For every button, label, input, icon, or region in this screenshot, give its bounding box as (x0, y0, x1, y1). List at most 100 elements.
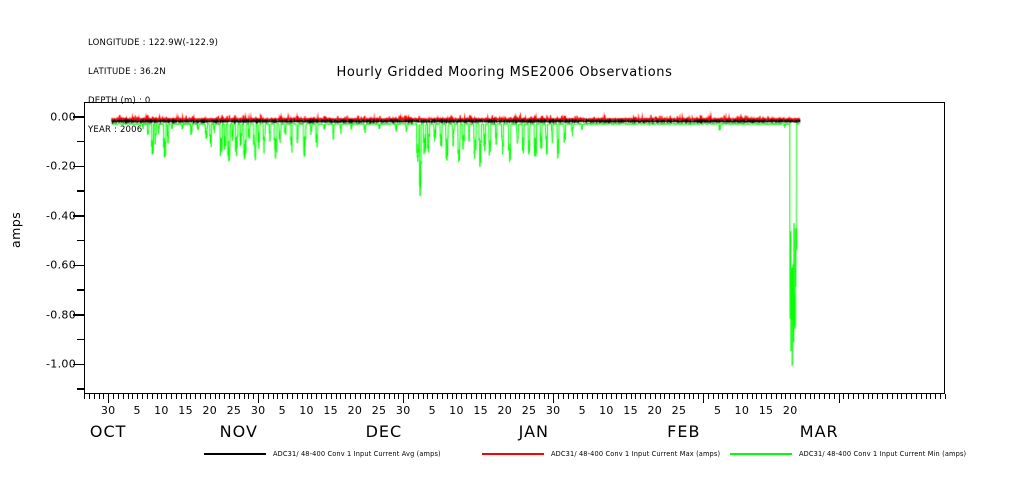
x-tick-minor (214, 394, 216, 399)
x-tick-minor (785, 394, 787, 399)
x-tick-minor (470, 394, 472, 399)
x-month-label: MAR (799, 422, 839, 441)
x-tick-minor (325, 394, 327, 399)
x-tick-minor (862, 394, 864, 399)
x-tick-minor (408, 394, 410, 399)
x-tick-minor (132, 394, 134, 399)
x-tick-minor (88, 394, 90, 399)
x-tick-minor (795, 394, 797, 399)
x-tick-minor (504, 394, 506, 399)
x-tick-minor (98, 394, 100, 399)
x-tick-minor (867, 394, 869, 399)
x-tick-minor (364, 394, 366, 399)
chart-title: Hourly Gridded Mooring MSE2006 Observati… (336, 65, 673, 80)
legend-entry: ADC31/ 48-400 Conv 1 Input Current Min (… (730, 450, 966, 458)
x-tick-minor (321, 394, 323, 399)
x-tick-minor (843, 394, 845, 399)
x-tick-minor (175, 394, 177, 399)
x-tick-minor (664, 394, 666, 399)
x-tick-minor (427, 394, 429, 399)
x-tick-minor (485, 394, 487, 399)
x-tick-minor (819, 394, 821, 399)
x-tick-minor (896, 394, 898, 399)
x-tick-minor (224, 394, 226, 399)
x-tick-minor (190, 394, 192, 399)
x-tick-minor (577, 394, 579, 399)
x-tick-minor (151, 394, 153, 399)
legend-entry: ADC31/ 48-400 Conv 1 Input Current Max (… (482, 450, 720, 458)
x-tick-minor (698, 394, 700, 399)
x-tick-minor (432, 394, 434, 399)
x-tick-minor (538, 394, 540, 399)
x-tick-minor (935, 394, 937, 399)
x-tick-minor (161, 394, 163, 399)
x-month-label: FEB (667, 422, 701, 441)
x-tick-minor (306, 394, 308, 399)
y-axis-title: amps (8, 211, 23, 248)
legend-label: ADC31/ 48-400 Conv 1 Input Current Min (… (799, 450, 967, 458)
x-tick-minor (940, 394, 942, 399)
x-tick-label: 20 (647, 404, 663, 417)
x-tick-minor (388, 394, 390, 399)
x-tick-major (108, 394, 110, 403)
x-tick-minor (524, 394, 526, 399)
x-tick-minor (354, 394, 356, 399)
x-tick-minor (707, 394, 709, 399)
x-month-label: DEC (365, 422, 403, 441)
x-tick-minor (722, 394, 724, 399)
y-tick-label: 0.00 (50, 110, 76, 124)
x-tick-minor (630, 394, 632, 399)
x-tick-minor (146, 394, 148, 399)
x-tick-minor (756, 394, 758, 399)
x-tick-minor (737, 394, 738, 399)
x-tick-minor (350, 394, 352, 399)
y-tick-mark (77, 239, 84, 242)
x-tick-minor (277, 394, 279, 399)
x-tick-minor (891, 394, 893, 399)
x-tick-minor (335, 394, 337, 399)
x-tick-minor (437, 394, 439, 399)
x-tick-minor (925, 394, 927, 399)
x-tick-minor (383, 394, 385, 399)
x-tick-minor (591, 394, 593, 399)
x-tick-minor (886, 394, 888, 399)
y-tick-mark (73, 314, 84, 316)
x-tick-minor (316, 394, 318, 399)
x-tick-minor (857, 394, 859, 399)
x-tick-major (258, 394, 260, 403)
metadata-latitude: LATITUDE : 36.2N (88, 66, 166, 77)
x-month-label: NOV (219, 422, 258, 441)
x-tick-minor (649, 394, 651, 399)
y-tick-label: -0.60 (46, 258, 76, 272)
x-tick-minor (267, 394, 269, 399)
x-tick-minor (761, 394, 763, 399)
x-tick-label: 15 (473, 404, 488, 417)
x-tick-label: 15 (178, 404, 193, 417)
x-tick-label: 10 (734, 404, 750, 417)
y-tick-mark (77, 289, 84, 291)
x-tick-minor (103, 394, 105, 399)
x-tick-minor (398, 394, 400, 399)
x-tick-minor (330, 394, 332, 399)
x-tick-minor (379, 394, 381, 399)
metadata-longitude: LONGITUDE : 122.9W(-122.9) (88, 38, 219, 49)
x-tick-minor (171, 394, 173, 399)
x-tick-minor (195, 394, 197, 399)
x-tick-minor (84, 394, 85, 399)
x-tick-minor (616, 394, 618, 399)
x-tick-minor (882, 394, 884, 399)
x-tick-minor (509, 394, 511, 399)
x-tick-label: 15 (623, 404, 638, 417)
x-tick-label: 30 (395, 404, 411, 417)
x-tick-minor (828, 394, 830, 399)
x-tick-minor (456, 394, 458, 399)
x-tick-minor (233, 394, 235, 399)
x-tick-label: 20 (782, 404, 798, 417)
x-tick-label: 15 (758, 404, 774, 417)
y-tick-mark (73, 116, 84, 118)
x-tick-minor (422, 394, 424, 399)
x-tick-minor (495, 394, 497, 399)
x-tick-minor (200, 394, 202, 399)
x-tick-minor (262, 394, 264, 399)
x-tick-major (553, 394, 555, 403)
